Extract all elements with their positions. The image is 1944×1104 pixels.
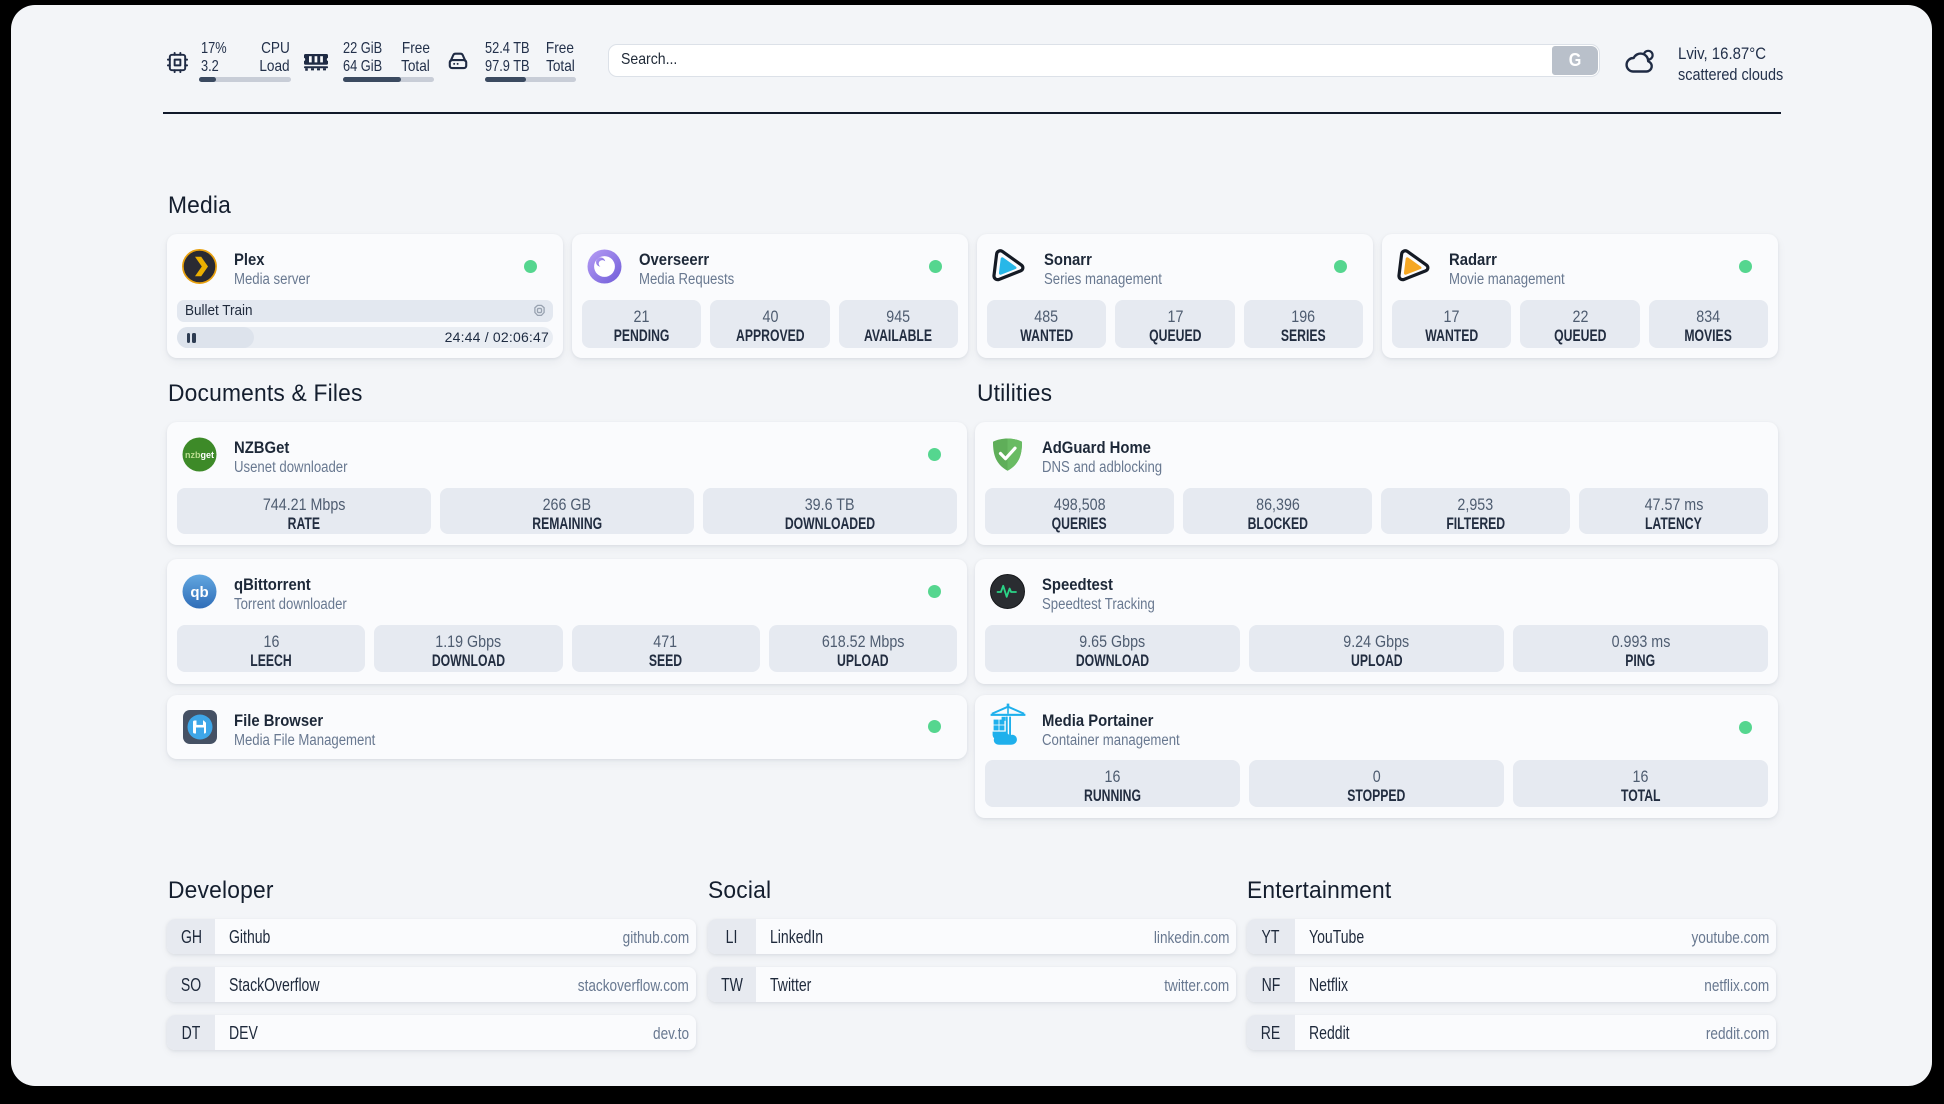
svg-text:nzbget: nzbget xyxy=(185,450,214,460)
svg-text:qb: qb xyxy=(190,584,208,601)
